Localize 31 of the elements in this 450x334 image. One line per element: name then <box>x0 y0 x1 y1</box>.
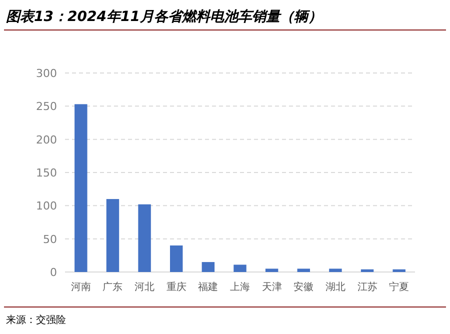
source-note: 来源：交强险 <box>6 314 66 326</box>
x-tick-label: 江苏 <box>357 281 378 293</box>
bar <box>106 199 120 272</box>
bar <box>297 268 310 272</box>
x-tick-label: 天津 <box>262 281 282 293</box>
y-tick-label: 100 <box>36 200 57 213</box>
x-tick-label: 广东 <box>102 281 123 293</box>
y-tick-label: 200 <box>36 133 57 146</box>
y-tick-label: 250 <box>36 100 57 114</box>
y-tick-label: 300 <box>36 67 57 80</box>
x-tick-label: 重庆 <box>166 281 186 293</box>
bar <box>360 269 374 272</box>
x-tick-label: 宁夏 <box>389 281 410 293</box>
bar <box>265 268 278 272</box>
x-tick-label: 福建 <box>198 281 218 293</box>
x-tick-label: 河南 <box>70 281 91 293</box>
bar <box>74 104 88 272</box>
y-tick-label: 0 <box>50 266 57 279</box>
y-tick-label: 150 <box>36 166 57 180</box>
chart-title: 图表13：2024年11月各省燃料电池车销量（辆） <box>6 8 322 25</box>
x-tick-label: 安徽 <box>294 281 314 293</box>
bar <box>392 269 406 272</box>
x-tick-label: 河北 <box>134 281 155 293</box>
bar <box>202 262 215 272</box>
y-tick-label: 50 <box>43 232 57 246</box>
bar <box>138 204 151 272</box>
x-tick-label: 湖北 <box>325 281 346 293</box>
bar <box>329 268 342 272</box>
bar <box>170 245 183 272</box>
bar <box>234 264 246 272</box>
x-tick-label: 上海 <box>230 281 250 293</box>
